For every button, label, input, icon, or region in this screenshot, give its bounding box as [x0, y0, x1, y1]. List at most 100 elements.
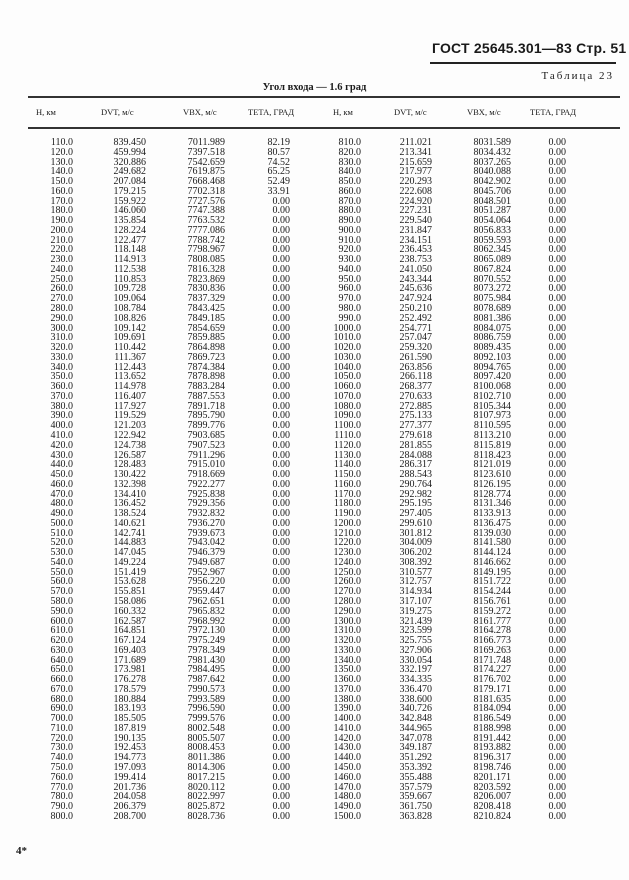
cell-dvt-right: 353.392 [399, 762, 433, 773]
cell-h-left: 430.0 [50, 449, 74, 461]
table-row: 110.0 839.450 7011.989 82.19 810.0 211.021 803… [0, 138, 629, 148]
table-row: 320.0 110.442 7864.898 0.00 1020.0 259.320 808… [0, 343, 629, 353]
cell-teta-right: 0.00 [548, 732, 567, 744]
cell-teta-left: 0.00 [272, 537, 291, 549]
cell-teta-right: 0.00 [548, 263, 567, 275]
cell-dvt-right: 288.543 [399, 469, 433, 481]
cell-h-left: 330.0 [50, 351, 74, 363]
cell-teta-left: 0.00 [272, 644, 291, 656]
cell-vbx-right: 8107.973 [473, 410, 512, 422]
cell-h-left: 660.0 [50, 674, 74, 686]
cell-h-right: 1310.0 [333, 625, 362, 637]
cell-dvt-right: 213.341 [399, 146, 433, 158]
cell-vbx-right: 8062.345 [473, 244, 512, 256]
cell-h-left: 640.0 [50, 654, 74, 666]
cell-dvt-left: 171.689 [113, 654, 147, 666]
cell-vbx-right: 8141.580 [473, 537, 512, 549]
cell-h-left: 270.0 [50, 293, 74, 305]
cell-vbx-right: 8105.344 [473, 400, 512, 412]
cell-teta-right: 0.00 [548, 742, 567, 754]
cell-dvt-right: 277.377 [399, 420, 433, 432]
cell-vbx-left: 7903.685 [187, 429, 226, 441]
cell-vbx-right: 8075.984 [473, 293, 512, 305]
cell-dvt-right: 234.151 [399, 234, 433, 246]
cell-vbx-right: 8059.593 [473, 234, 512, 246]
cell-h-right: 1410.0 [333, 722, 362, 734]
cell-dvt-right: 275.133 [399, 410, 433, 422]
cell-teta-right: 0.00 [548, 752, 567, 764]
cell-dvt-left: 839.450 [113, 137, 147, 148]
cell-dvt-right: 359.667 [399, 791, 433, 803]
cell-h-right: 1230.0 [333, 547, 362, 559]
cell-dvt-left: 147.045 [113, 547, 147, 559]
cell-vbx-right: 8156.761 [473, 595, 512, 607]
cell-h-left: 170.0 [50, 195, 74, 207]
table-row: 650.0 173.981 7984.495 0.00 1350.0 332.197 817… [0, 665, 629, 675]
cell-vbx-left: 7619.875 [187, 166, 226, 178]
cell-teta-right: 0.00 [548, 722, 567, 734]
cell-h-left: 130.0 [50, 156, 74, 168]
table-row: 630.0 169.403 7978.349 0.00 1330.0 327.906 816… [0, 644, 629, 656]
cell-dvt-right: 306.202 [399, 547, 433, 559]
cell-h-left: 300.0 [50, 322, 74, 334]
cell-dvt-left: 144.883 [113, 537, 147, 549]
table-row: 450.0 130.422 7918.669 0.00 1150.0 288.543 812… [0, 470, 629, 480]
cell-h-right: 1170.0 [333, 488, 361, 500]
cell-teta-left: 0.00 [272, 254, 291, 266]
cell-vbx-left: 7907.523 [187, 439, 226, 451]
cell-dvt-left: 176.278 [113, 674, 147, 686]
cell-h-left: 110.0 [50, 137, 73, 148]
cell-teta-right: 0.00 [548, 146, 567, 158]
cell-teta-left: 0.00 [272, 322, 291, 334]
cell-h-right: 1470.0 [333, 781, 362, 793]
cell-vbx-right: 8139.030 [473, 527, 512, 539]
cell-vbx-left: 8020.112 [187, 781, 225, 793]
cell-h-right: 1250.0 [333, 566, 362, 578]
cell-teta-right: 0.00 [548, 137, 567, 148]
cell-vbx-left: 7925.838 [187, 488, 226, 500]
cell-vbx-left: 7830.836 [187, 283, 226, 295]
cell-h-right: 1220.0 [333, 537, 362, 549]
table-row: 410.0 122.942 7903.685 0.00 1110.0 279.618 811… [0, 431, 629, 441]
cell-vbx-right: 8078.689 [473, 303, 512, 315]
cell-vbx-left: 7891.718 [187, 400, 226, 412]
table-row: 710.0 187.819 8002.548 0.00 1410.0 344.965 818… [0, 724, 629, 734]
cell-dvt-right: 349.187 [399, 742, 433, 754]
cell-h-right: 1440.0 [333, 752, 362, 764]
cell-vbx-right: 8181.635 [473, 693, 512, 705]
cell-dvt-left: 187.819 [113, 722, 147, 734]
cell-h-right: 930.0 [338, 254, 362, 266]
cell-dvt-left: 116.407 [113, 390, 146, 402]
cell-vbx-left: 7956.220 [187, 576, 226, 588]
cell-vbx-left: 7702.318 [187, 185, 226, 197]
cell-h-right: 1190.0 [333, 508, 361, 520]
cell-dvt-left: 118.148 [113, 244, 146, 256]
cell-vbx-right: 8196.317 [473, 752, 512, 764]
cell-dvt-right: 227.231 [399, 205, 433, 217]
cell-vbx-left: 7975.249 [187, 635, 226, 647]
page-mark: 4* [16, 845, 27, 857]
cell-dvt-right: 336.470 [399, 683, 433, 695]
cell-vbx-right: 8131.346 [473, 498, 512, 510]
cell-h-right: 1360.0 [333, 674, 362, 686]
cell-dvt-left: 183.193 [113, 703, 147, 715]
cell-vbx-right: 8201.171 [473, 771, 512, 783]
cell-dvt-right: 314.934 [399, 586, 433, 598]
table-row: 620.0 167.124 7975.249 0.00 1320.0 325.755 816… [0, 636, 629, 646]
cell-dvt-right: 257.047 [399, 332, 433, 344]
cell-teta-right: 0.00 [548, 361, 567, 373]
cell-vbx-left: 7823.869 [187, 273, 226, 285]
cell-h-right: 1420.0 [333, 732, 362, 744]
cell-dvt-left: 249.682 [113, 166, 147, 178]
cell-vbx-right: 8121.019 [473, 459, 512, 471]
cell-teta-left: 0.00 [272, 791, 291, 803]
cell-teta-right: 0.00 [548, 283, 567, 295]
cell-dvt-left: 204.058 [113, 791, 147, 803]
cell-teta-left: 0.00 [272, 478, 291, 490]
cell-vbx-left: 7981.430 [187, 654, 226, 666]
cell-vbx-right: 8097.420 [473, 371, 512, 383]
cell-h-left: 550.0 [50, 566, 74, 578]
cell-dvt-right: 261.590 [399, 351, 433, 363]
cell-h-left: 630.0 [50, 644, 74, 656]
table-row: 330.0 111.367 7869.723 0.00 1030.0 261.590 809… [0, 351, 629, 363]
